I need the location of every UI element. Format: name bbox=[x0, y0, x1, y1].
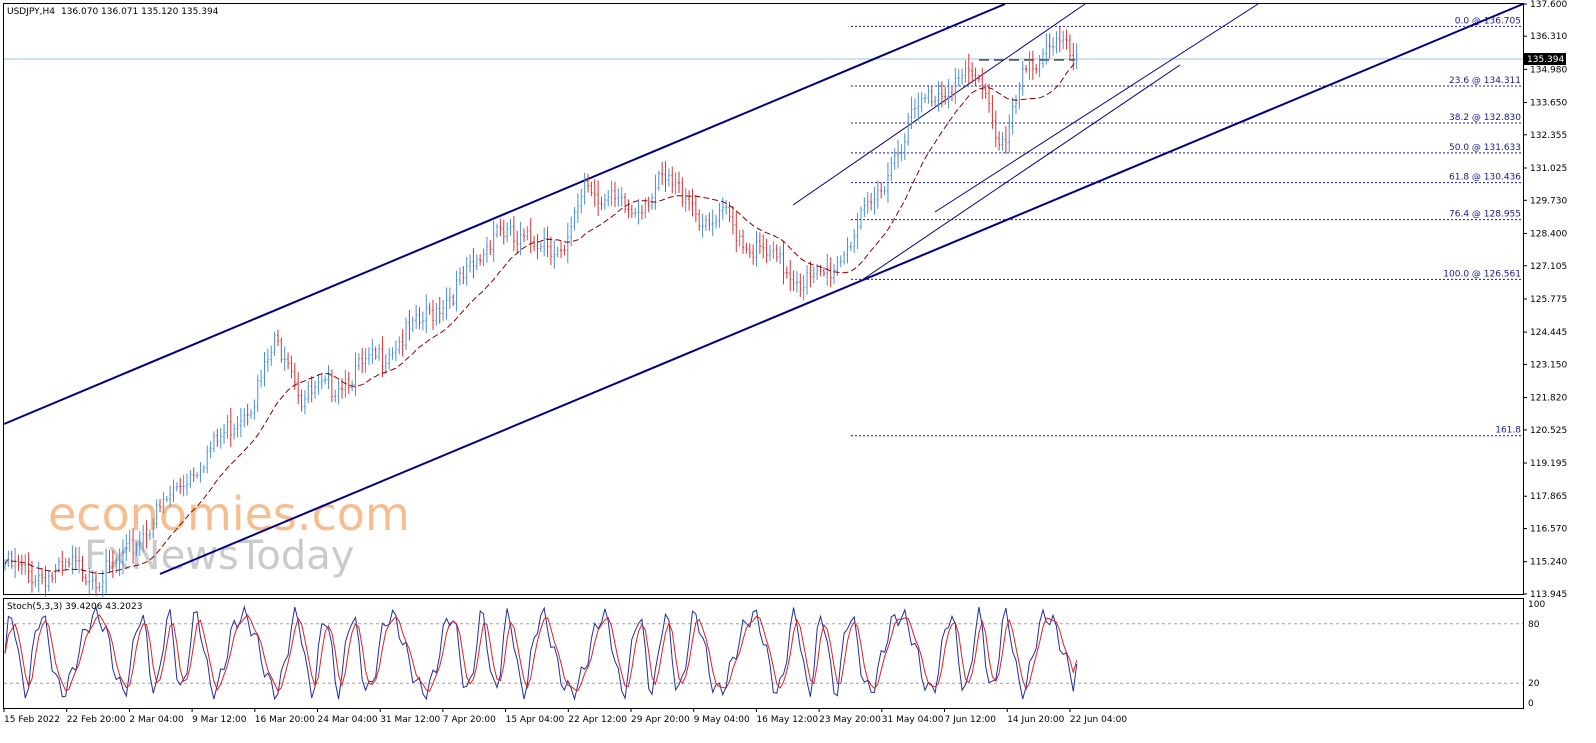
stoch-header: Stoch(5,3,3) 39.4206 43.2023 bbox=[7, 602, 142, 612]
price-tick-label: 132.355 bbox=[1530, 131, 1567, 141]
watermark-brand: economies.com bbox=[48, 487, 410, 541]
price-tick-label: 119.195 bbox=[1530, 459, 1567, 469]
fib-label: 0.0 @ 136.705 bbox=[1455, 16, 1521, 26]
watermark-sub: FxNewsToday bbox=[84, 533, 354, 579]
price-tick-label: 137.600 bbox=[1530, 0, 1567, 10]
price-tick-label: 127.105 bbox=[1530, 262, 1567, 272]
stoch-level-label: 20 bbox=[1528, 679, 1540, 689]
time-tick-label: 22 Jun 04:00 bbox=[1070, 715, 1127, 725]
fib-label: 61.8 @ 130.436 bbox=[1449, 173, 1521, 183]
stoch-level-label: 100 bbox=[1528, 600, 1545, 610]
stoch-signal-line bbox=[4, 614, 1078, 692]
price-tick-label: 125.775 bbox=[1530, 295, 1567, 305]
price-tick-label: 123.150 bbox=[1530, 360, 1567, 370]
time-tick-label: 24 Mar 04:00 bbox=[318, 715, 378, 725]
time-tick-label: 23 May 20:00 bbox=[819, 715, 881, 725]
time-tick-label: 29 Apr 20:00 bbox=[631, 715, 690, 725]
fib-label: 50.0 @ 131.633 bbox=[1449, 143, 1521, 153]
price-box-bg bbox=[1524, 53, 1566, 66]
fib-label: 76.4 @ 128.955 bbox=[1449, 210, 1521, 220]
moving-average bbox=[4, 60, 1078, 575]
price-tick-label: 131.025 bbox=[1530, 164, 1567, 174]
time-tick-label: 9 Mar 12:00 bbox=[192, 715, 247, 725]
price-tick-label: 124.445 bbox=[1530, 328, 1567, 338]
time-tick-label: 16 Mar 20:00 bbox=[255, 715, 315, 725]
price-tick-label: 113.945 bbox=[1530, 590, 1567, 600]
price-axis: 137.600 136.310 134.980 133.650 132.355 131.0… bbox=[1523, 0, 1567, 600]
time-tick-label: 7 Jun 12:00 bbox=[945, 715, 997, 725]
big-channel-upper bbox=[3, 3, 1006, 425]
price-tick-label: 121.820 bbox=[1530, 394, 1567, 404]
symbol-header: USDJPY,H4 136.070 136.071 135.120 135.394 bbox=[7, 7, 219, 17]
time-tick-label: 31 May 04:00 bbox=[882, 715, 944, 725]
stoch-main-line bbox=[4, 605, 1078, 701]
time-tick-label: 2 Mar 04:00 bbox=[129, 715, 184, 725]
stoch-level-label: 80 bbox=[1528, 620, 1540, 630]
time-axis: 15 Feb 2022 22 Feb 20:00 2 Mar 04:00 9 Mar … bbox=[3, 708, 1127, 725]
time-tick-label: 9 May 04:00 bbox=[694, 715, 750, 725]
price-tick-label: 136.310 bbox=[1530, 32, 1567, 42]
small-channel-lower bbox=[861, 64, 1181, 281]
stoch-levels: 100 80 20 0 bbox=[4, 600, 1545, 709]
price-tick-label: 128.400 bbox=[1530, 229, 1567, 239]
price-tick-label: 116.570 bbox=[1530, 525, 1567, 535]
time-tick-label: 15 Feb 2022 bbox=[4, 715, 60, 725]
time-tick-label: 31 Mar 12:00 bbox=[380, 715, 440, 725]
stoch-level-label: 0 bbox=[1528, 699, 1534, 709]
fib-label: 100.0 @ 126.561 bbox=[1443, 269, 1521, 279]
time-tick-label: 16 May 12:00 bbox=[756, 715, 818, 725]
time-tick-label: 14 Jun 20:00 bbox=[1007, 715, 1064, 725]
fib-label: 38.2 @ 132.830 bbox=[1449, 113, 1521, 123]
stoch-pane-frame bbox=[3, 598, 1524, 709]
big-channel-lower bbox=[159, 3, 1524, 575]
price-tick-label: 133.650 bbox=[1530, 99, 1567, 109]
price-tick-label: 129.730 bbox=[1530, 196, 1567, 206]
small-channel-upper bbox=[792, 3, 1086, 206]
time-tick-label: 22 Apr 12:00 bbox=[568, 715, 627, 725]
time-tick-label: 22 Feb 20:00 bbox=[67, 715, 126, 725]
price-tick-label: 115.240 bbox=[1530, 558, 1567, 568]
time-tick-label: 7 Apr 20:00 bbox=[443, 715, 496, 725]
price-tick-label: 134.980 bbox=[1530, 65, 1567, 75]
fib-label: 161.8 bbox=[1495, 426, 1521, 436]
fibonacci-levels: 0.0 @ 136.705 23.6 @ 134.311 38.2 @ 132.83… bbox=[851, 16, 1523, 437]
fib-label: 23.6 @ 134.311 bbox=[1449, 76, 1521, 86]
time-tick-label: 15 Apr 04:00 bbox=[506, 715, 565, 725]
small-channel-mid bbox=[934, 3, 1259, 213]
price-box-label: 135.394 bbox=[1527, 55, 1564, 65]
candles bbox=[4, 26, 1078, 598]
price-tick-label: 117.865 bbox=[1530, 492, 1567, 502]
price-tick-label: 120.525 bbox=[1530, 426, 1567, 436]
